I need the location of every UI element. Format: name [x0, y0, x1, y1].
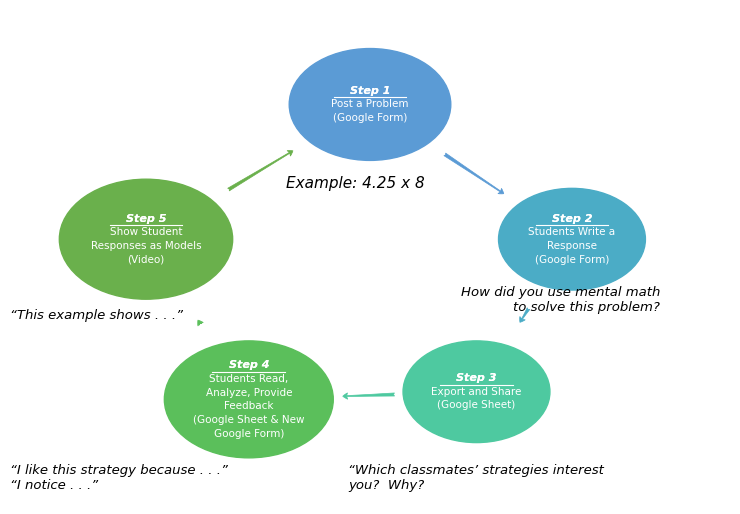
Text: Step 3: Step 3 — [457, 373, 497, 383]
Text: Feedback: Feedback — [224, 401, 274, 411]
Text: Step 1: Step 1 — [350, 86, 390, 96]
Text: Export and Share: Export and Share — [431, 387, 522, 397]
Text: Step 4: Step 4 — [229, 360, 269, 370]
Text: Students Read,: Students Read, — [209, 374, 289, 384]
Text: How did you use mental math
to solve this problem?: How did you use mental math to solve thi… — [461, 286, 660, 314]
Text: Step 2: Step 2 — [552, 214, 592, 224]
Circle shape — [289, 48, 451, 160]
Text: Step 5: Step 5 — [126, 214, 166, 224]
Circle shape — [403, 341, 550, 443]
Text: (Google Form): (Google Form) — [333, 113, 407, 123]
Text: Responses as Models: Responses as Models — [91, 241, 201, 251]
Text: (Google Form): (Google Form) — [535, 255, 609, 265]
Text: Example: 4.25 x 8: Example: 4.25 x 8 — [286, 176, 424, 191]
Circle shape — [499, 188, 645, 290]
Text: Response: Response — [547, 241, 597, 251]
Text: Google Form): Google Form) — [214, 429, 284, 438]
Text: (Google Sheet & New: (Google Sheet & New — [193, 415, 305, 425]
Text: Step 5: Step 5 — [126, 214, 166, 224]
Text: Post a Problem: Post a Problem — [332, 100, 408, 109]
Circle shape — [164, 341, 333, 458]
Text: Step 4: Step 4 — [229, 360, 269, 370]
Text: (Google Sheet): (Google Sheet) — [437, 400, 516, 411]
Text: “I like this strategy because . . .”
“I notice . . .”: “I like this strategy because . . .” “I … — [10, 464, 228, 492]
Text: Analyze, Provide: Analyze, Provide — [206, 388, 292, 397]
Text: Step 1: Step 1 — [350, 86, 390, 96]
Text: “This example shows . . .”: “This example shows . . .” — [10, 309, 183, 322]
Text: (Video): (Video) — [127, 255, 164, 265]
Text: Show Student: Show Student — [110, 227, 182, 237]
Text: Step 2: Step 2 — [552, 214, 592, 224]
Text: Step 3: Step 3 — [457, 373, 497, 383]
Text: “Which classmates’ strategies interest
you?  Why?: “Which classmates’ strategies interest y… — [348, 464, 604, 492]
Text: Students Write a: Students Write a — [528, 227, 616, 237]
Circle shape — [59, 179, 232, 299]
